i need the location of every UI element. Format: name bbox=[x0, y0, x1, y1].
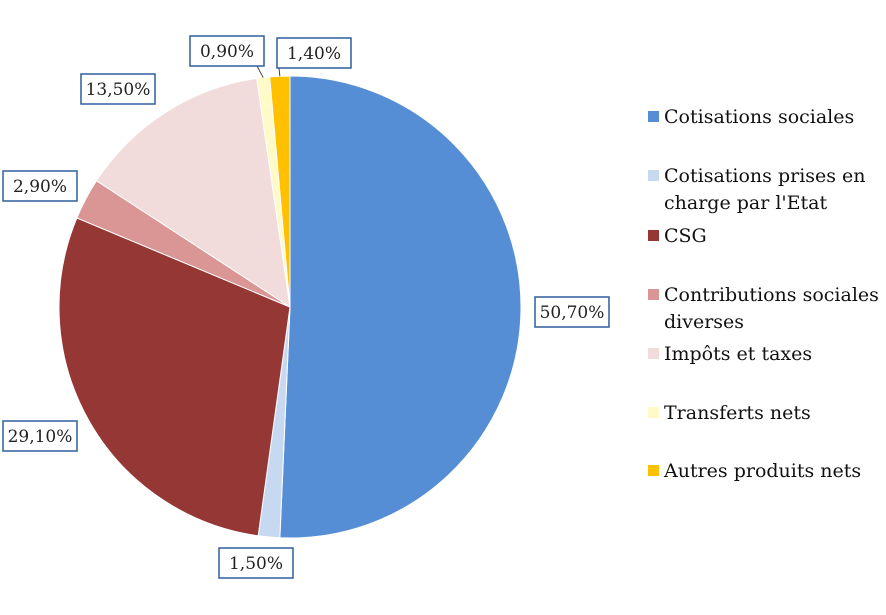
legend-label-csg: CSG bbox=[664, 225, 707, 247]
leader-line bbox=[278, 67, 281, 77]
legend-swatch-csg bbox=[648, 230, 659, 241]
legend-swatch-autres-produits-nets bbox=[648, 465, 659, 476]
legend-swatch-contributions-sociales-diverses bbox=[648, 289, 659, 300]
legend-swatch-cotisations-sociales bbox=[648, 111, 659, 122]
data-label-box bbox=[218, 547, 294, 579]
pie-slice-impots-et-taxes bbox=[95, 77, 291, 309]
data-label-cotisations-prises-en-charge-par-l-etat: 1,50% bbox=[229, 554, 283, 574]
data-label-box bbox=[189, 35, 265, 67]
legend-label-impots-et-taxes: Impôts et taxes bbox=[664, 343, 812, 365]
data-label-box bbox=[80, 73, 156, 105]
legend-label-autres-produits-nets: Autres produits nets bbox=[663, 460, 861, 482]
legend-swatch-cotisations-prises-en-charge-par-l-etat bbox=[648, 170, 659, 181]
data-label-cotisations-sociales: 50,70% bbox=[540, 303, 605, 323]
data-label-contributions-sociales-diverses: 2,90% bbox=[13, 177, 67, 197]
data-label-transferts-nets: 0,90% bbox=[200, 42, 254, 62]
legend-label-contributions-sociales-diverses: diverses bbox=[664, 311, 744, 333]
pie-slice-csg bbox=[58, 217, 291, 537]
legend-label-contributions-sociales-diverses: Contributions sociales bbox=[664, 284, 879, 306]
legend-label-transferts-nets: Transferts nets bbox=[664, 402, 811, 424]
data-label-csg: 29,10% bbox=[8, 427, 73, 447]
data-label-autres-produits-nets: 1,40% bbox=[287, 44, 341, 64]
data-label-box bbox=[534, 296, 610, 328]
legend-label-cotisations-prises-en-charge-par-l-etat: charge par l'Etat bbox=[664, 192, 827, 214]
pie-slices bbox=[58, 75, 522, 539]
legend-label-cotisations-sociales: Cotisations sociales bbox=[664, 106, 854, 128]
data-label-box bbox=[2, 170, 78, 202]
pie-slice-cotisations-sociales bbox=[279, 75, 522, 539]
legend: Cotisations sociales Cotisations prises e… bbox=[648, 106, 879, 482]
leader-lines bbox=[256, 65, 281, 78]
legend-swatch-transferts-nets bbox=[648, 407, 659, 418]
data-labels: 50,70% 1,50% 29,10% 2,90% 13,50% 0,90% 1,40% bbox=[2, 35, 610, 579]
data-label-box bbox=[276, 37, 352, 69]
legend-label-cotisations-prises-en-charge-par-l-etat: Cotisations prises en bbox=[664, 165, 866, 187]
data-label-impots-et-taxes: 13,50% bbox=[86, 80, 151, 100]
data-label-box bbox=[2, 420, 78, 452]
leader-line bbox=[256, 65, 264, 78]
legend-swatch-impots-et-taxes bbox=[648, 348, 659, 359]
